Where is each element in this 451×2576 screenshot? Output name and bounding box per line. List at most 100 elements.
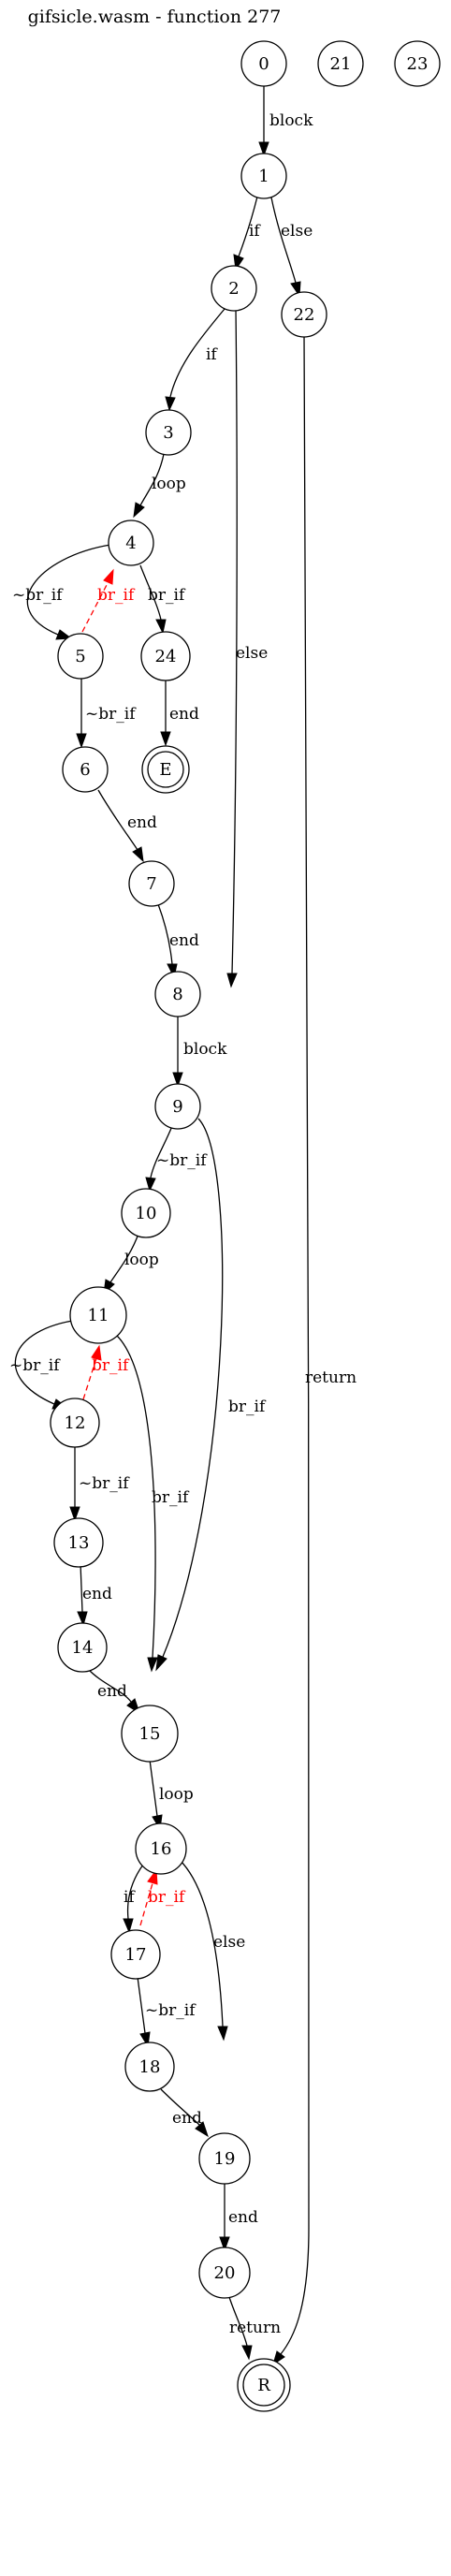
svg-text:14: 14 xyxy=(72,1638,94,1658)
node-exit-E: E xyxy=(141,745,190,794)
edge-17-18: ~br_if xyxy=(137,1976,196,2048)
node-0: 0 xyxy=(240,40,287,87)
node-1: 1 xyxy=(240,153,287,199)
edge-9-10: ~br_if xyxy=(145,1125,208,1193)
svg-text:block: block xyxy=(269,111,313,130)
edge-12-13: ~br_if xyxy=(69,1446,130,1522)
node-8: 8 xyxy=(154,971,201,1017)
svg-text:loop: loop xyxy=(124,1251,159,1269)
edge-17-16-back: br_if xyxy=(139,1868,186,1926)
node-2: 2 xyxy=(211,265,257,312)
edge-11-15: br_if xyxy=(116,1335,190,1673)
edge-22-R: return xyxy=(272,333,356,2366)
svg-text:end: end xyxy=(169,931,199,950)
edge-10-11: loop xyxy=(103,1233,159,1295)
edge-9-15: br_if xyxy=(155,1118,267,1672)
node-24: 24 xyxy=(140,631,191,681)
svg-text:E: E xyxy=(159,760,171,780)
svg-text:~br_if: ~br_if xyxy=(12,586,64,605)
svg-text:end: end xyxy=(82,1585,112,1603)
edge-16-17: if xyxy=(123,1864,144,1934)
node-23: 23 xyxy=(394,40,441,87)
svg-text:10: 10 xyxy=(136,1204,157,1223)
svg-text:7: 7 xyxy=(146,874,156,894)
svg-text:12: 12 xyxy=(65,1413,86,1433)
svg-text:if: if xyxy=(124,1888,136,1907)
node-6: 6 xyxy=(62,746,109,793)
svg-text:8: 8 xyxy=(172,985,182,1004)
svg-text:~br_if: ~br_if xyxy=(85,705,137,724)
edge-14-15: end xyxy=(86,1667,140,1715)
node-11: 11 xyxy=(69,1286,127,1344)
svg-text:21: 21 xyxy=(330,54,352,74)
svg-text:9: 9 xyxy=(172,1097,182,1117)
edge-6-7: end xyxy=(97,789,157,863)
svg-text:~br_if: ~br_if xyxy=(156,1151,208,1170)
svg-text:block: block xyxy=(183,1040,227,1059)
svg-text:else: else xyxy=(236,644,268,663)
edge-18-19: end xyxy=(160,2088,209,2138)
svg-text:~br_if: ~br_if xyxy=(9,1356,61,1375)
svg-text:15: 15 xyxy=(139,1724,161,1744)
edge-15-16: loop xyxy=(149,1759,194,1831)
svg-text:24: 24 xyxy=(155,647,177,666)
svg-text:if: if xyxy=(249,222,261,241)
node-7: 7 xyxy=(128,860,175,907)
node-16: 16 xyxy=(135,1822,187,1875)
svg-text:13: 13 xyxy=(68,1533,90,1553)
edge-5-4-back: br_if xyxy=(81,568,136,633)
svg-text:return: return xyxy=(305,1368,356,1387)
node-13: 13 xyxy=(53,1517,104,1568)
edge-12-11-back: br_if xyxy=(82,1344,130,1400)
svg-text:3: 3 xyxy=(163,423,173,443)
edge-20-R: return xyxy=(228,2296,281,2361)
edge-3-4: loop xyxy=(133,453,186,519)
graph-title: gifsicle.wasm - function 277 xyxy=(28,7,282,27)
edge-4-24: br_if xyxy=(139,564,186,635)
svg-text:br_if: br_if xyxy=(92,1356,130,1375)
node-3: 3 xyxy=(145,409,192,456)
edge-24-E: end xyxy=(160,681,199,747)
edge-1-22: else xyxy=(270,197,313,298)
svg-text:return: return xyxy=(229,2319,281,2337)
node-5: 5 xyxy=(57,633,104,680)
svg-text:br_if: br_if xyxy=(148,586,186,605)
svg-text:22: 22 xyxy=(294,305,315,325)
svg-text:1: 1 xyxy=(258,167,269,186)
svg-text:end: end xyxy=(172,2109,202,2128)
edge-16-19: else xyxy=(179,1859,245,2042)
node-return-R: R xyxy=(237,2358,291,2412)
edge-1-2: if xyxy=(233,196,261,271)
svg-text:19: 19 xyxy=(214,2149,236,2169)
node-4: 4 xyxy=(108,520,154,566)
node-22: 22 xyxy=(281,291,327,338)
svg-text:end: end xyxy=(169,705,199,724)
edge-13-14: end xyxy=(77,1562,112,1627)
svg-text:20: 20 xyxy=(214,2263,236,2283)
svg-text:br_if: br_if xyxy=(228,1398,267,1416)
svg-text:11: 11 xyxy=(88,1306,109,1325)
edge-5-6: ~br_if xyxy=(76,679,137,749)
node-10: 10 xyxy=(121,1188,171,1238)
svg-text:loop: loop xyxy=(159,1785,194,1804)
svg-text:end: end xyxy=(97,1682,127,1701)
node-9: 9 xyxy=(154,1083,201,1130)
svg-text:br_if: br_if xyxy=(148,1888,186,1907)
svg-text:4: 4 xyxy=(125,534,136,553)
node-18: 18 xyxy=(124,2042,175,2092)
edge-11-12: ~br_if xyxy=(9,1319,80,1410)
svg-text:else: else xyxy=(213,1933,245,1952)
svg-text:R: R xyxy=(257,2376,270,2395)
svg-text:~br_if: ~br_if xyxy=(145,2001,196,2020)
node-17: 17 xyxy=(110,1929,161,1980)
edge-8-9: block xyxy=(172,1015,227,1088)
svg-text:0: 0 xyxy=(258,54,269,74)
svg-text:else: else xyxy=(281,222,313,241)
svg-text:~br_if: ~br_if xyxy=(79,1474,130,1493)
svg-text:16: 16 xyxy=(151,1839,172,1859)
edge-2-3: if xyxy=(165,308,226,412)
node-12: 12 xyxy=(50,1398,100,1448)
node-14: 14 xyxy=(57,1622,108,1673)
node-21: 21 xyxy=(317,40,364,87)
